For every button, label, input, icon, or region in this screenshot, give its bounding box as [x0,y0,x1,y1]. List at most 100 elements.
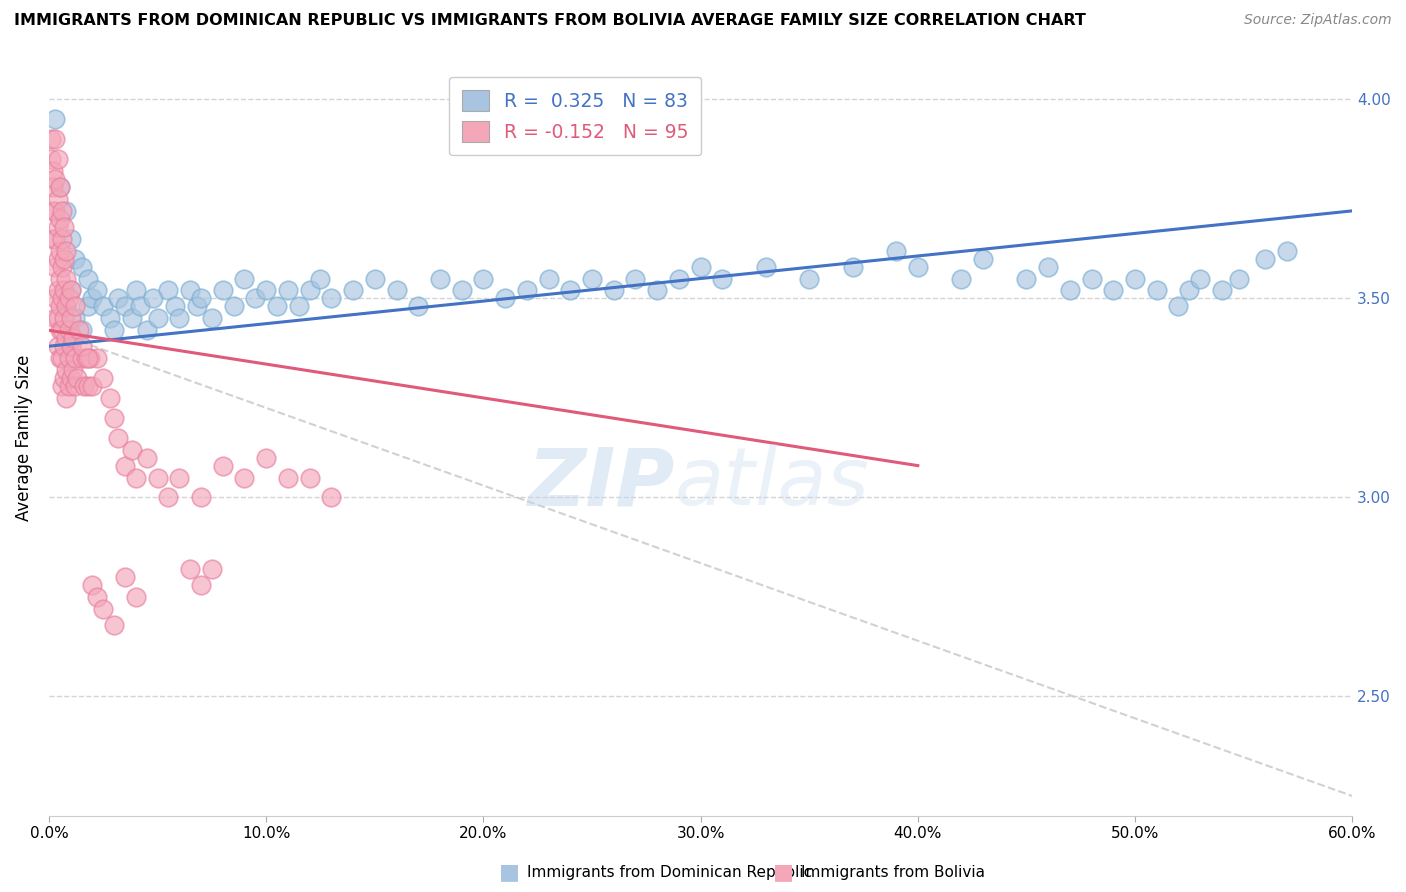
Point [49,299,72,313]
Point [624,271,647,285]
Point [44,311,66,326]
Point [537,271,560,285]
Point [58,351,80,366]
Point [298,284,321,298]
Point [364,271,387,285]
Point [55,391,77,405]
Text: Source: ZipAtlas.com: Source: ZipAtlas.com [1244,13,1392,28]
Point [55,299,77,313]
Point [46,252,69,266]
Point [59,284,82,298]
Point [645,284,668,298]
Point [1015,271,1038,285]
Point [129,299,152,313]
Point [82,379,104,393]
Point [201,311,224,326]
Point [222,299,245,313]
Point [972,252,994,266]
Point [63,299,86,313]
Point [70,351,93,366]
Text: ZIP: ZIP [527,444,675,522]
Point [70,339,93,353]
Text: IMMIGRANTS FROM DOMINICAN REPUBLIC VS IMMIGRANTS FROM BOLIVIA AVERAGE FAMILY SIZ: IMMIGRANTS FROM DOMINICAN REPUBLIC VS IM… [14,13,1085,29]
Point [55,203,77,218]
Point [245,292,267,306]
Point [62,363,84,377]
Point [1178,284,1201,298]
Point [103,410,125,425]
Point [321,491,343,505]
Point [46,284,69,298]
Point [287,299,309,313]
Point [494,292,516,306]
Point [49,323,72,337]
Point [406,299,429,313]
Point [91,299,114,313]
Point [44,260,66,274]
Point [66,371,89,385]
Point [125,470,148,484]
Point [79,351,101,366]
Point [125,590,148,604]
Point [98,311,121,326]
Point [53,371,76,385]
Point [472,271,495,285]
Point [125,284,148,298]
Point [1254,252,1277,266]
Point [77,351,100,366]
Point [211,284,233,298]
Point [49,211,72,226]
Point [309,271,332,285]
Point [51,232,73,246]
Point [75,351,97,366]
Point [907,260,929,274]
Text: Immigrants from Bolivia: Immigrants from Bolivia [801,865,986,880]
Point [1189,271,1212,285]
Point [190,292,212,306]
Point [46,339,69,353]
Point [53,284,76,298]
Point [62,331,84,345]
Point [1123,271,1146,285]
Point [86,284,108,298]
Point [179,284,201,298]
Point [55,271,77,285]
Point [59,232,82,246]
Point [59,284,82,298]
Point [233,470,256,484]
Point [70,323,93,337]
Point [711,271,734,285]
Point [190,578,212,592]
Point [42,203,65,218]
Point [298,470,321,484]
Point [103,323,125,337]
Point [114,299,136,313]
Point [689,260,711,274]
Point [163,299,186,313]
Point [668,271,690,285]
Point [53,339,76,353]
Point [157,284,180,298]
Point [42,180,65,194]
Point [1146,284,1168,298]
Point [63,311,86,326]
Point [114,458,136,473]
Point [59,371,82,385]
Point [114,570,136,584]
Point [342,284,364,298]
Point [169,470,191,484]
Point [884,244,907,258]
Point [603,284,626,298]
Point [277,470,299,484]
Point [266,299,288,313]
Point [44,292,66,306]
Point [46,152,69,166]
Point [44,203,66,218]
Point [1036,260,1059,274]
Point [135,323,157,337]
Point [58,323,80,337]
Legend: R =  0.325   N = 83, R = -0.152   N = 95: R = 0.325 N = 83, R = -0.152 N = 95 [450,77,702,155]
Text: ■: ■ [499,863,520,882]
Point [186,299,208,313]
Point [51,379,73,393]
